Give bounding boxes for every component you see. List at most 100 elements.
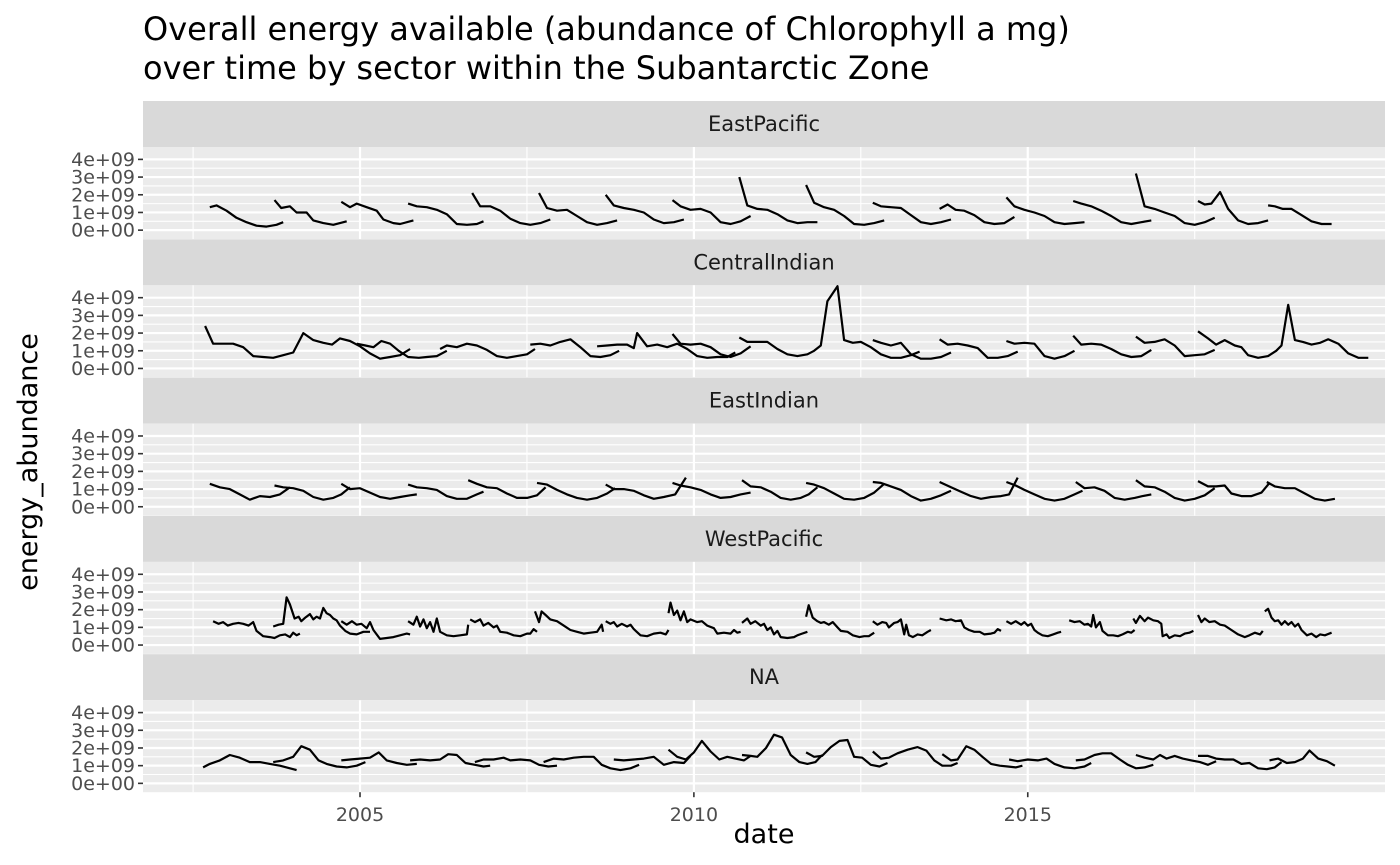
- series-line-segment: [407, 483, 484, 500]
- facet-strip-label: EastPacific: [708, 112, 820, 136]
- series-line-segment: [1068, 613, 1136, 638]
- series-line-segment: [1264, 607, 1332, 639]
- series-line-segment: [805, 604, 875, 639]
- y-tick-label: 2e+09: [71, 323, 135, 345]
- series-line-segment: [1135, 479, 1216, 502]
- y-tick-label: 3e+09: [71, 167, 135, 189]
- y-tick-label: 4e+09: [71, 287, 135, 309]
- y-tick-label: 3e+09: [71, 443, 135, 465]
- series-line-segment: [1134, 173, 1216, 226]
- series-line-segment: [1006, 480, 1083, 502]
- series-line-segment: [805, 481, 885, 501]
- facet-strip: [143, 654, 1385, 701]
- y-tick-label: 2e+09: [71, 461, 135, 483]
- series-line-segment: [273, 199, 347, 226]
- series-line-segment: [1075, 752, 1154, 770]
- series-line-segment: [738, 285, 921, 359]
- series-line-segment: [939, 477, 1019, 500]
- facet-strip: [143, 101, 1385, 147]
- chart-title-line-2: over time by sector within the Subantarc…: [143, 49, 929, 87]
- series-line-segment: [340, 200, 414, 226]
- facet-strip-label: WestPacific: [705, 527, 823, 551]
- series-line-segment: [1072, 199, 1152, 226]
- facet-panel: [143, 561, 1385, 654]
- series-line-segment: [872, 339, 952, 360]
- x-tick-label: 2015: [1004, 804, 1052, 826]
- series-line-segment: [533, 610, 605, 635]
- series-line-segment: [667, 601, 741, 635]
- series-line-segment: [738, 176, 818, 225]
- y-tick-label: 3e+09: [71, 305, 135, 327]
- facet-strip-label: EastIndian: [709, 389, 819, 413]
- y-tick-label: 3e+09: [71, 581, 135, 603]
- series-line-segment: [209, 204, 284, 228]
- x-axis-title: date: [734, 819, 795, 850]
- series-line-segment: [1266, 481, 1336, 502]
- series-line-segment: [741, 617, 808, 640]
- series-line-segment: [941, 745, 1023, 769]
- series-line-segment: [667, 739, 752, 762]
- series-line-segment: [1197, 480, 1271, 498]
- y-tick-label: 1e+09: [71, 479, 135, 501]
- y-tick-label: 4e+09: [71, 702, 135, 724]
- series-line-segment: [407, 615, 470, 638]
- series-line-segment: [273, 745, 366, 769]
- series-line-segment: [474, 756, 558, 768]
- series-line-segment: [872, 618, 932, 639]
- series-line-segment: [1267, 204, 1332, 226]
- y-tick-label: 0e+00: [71, 773, 135, 795]
- series-line-segment: [1197, 614, 1264, 639]
- series-line-segment: [202, 753, 297, 772]
- series-line-segment: [272, 596, 370, 636]
- series-line-segment: [1072, 334, 1152, 359]
- y-tick-label: 4e+09: [71, 149, 135, 171]
- x-axis: 2005 2010 2015: [336, 792, 1052, 826]
- series-line-segment: [1135, 753, 1217, 766]
- series-line-segment: [1132, 614, 1194, 640]
- y-tick-label: 2e+09: [71, 737, 135, 759]
- series-line-segment: [613, 755, 692, 766]
- series-line-segment: [341, 751, 417, 766]
- series-line-segment: [407, 202, 484, 226]
- series-line-segment: [671, 199, 752, 226]
- y-tick-label: 1e+09: [71, 755, 135, 777]
- series-line-segment: [209, 482, 291, 501]
- series-line-segment: [543, 755, 640, 772]
- series-line-segment: [741, 479, 819, 501]
- facet-strip: [143, 515, 1385, 562]
- series-line-segment: [410, 753, 491, 768]
- series-line-segment: [805, 184, 885, 226]
- series-line-segment: [805, 738, 888, 768]
- series-line-segment: [356, 339, 448, 359]
- y-axis-title: energy_abundance: [13, 333, 44, 591]
- y-tick-label: 1e+09: [71, 340, 135, 362]
- series-line-segment: [340, 482, 417, 500]
- series-line-segment: [1005, 620, 1062, 638]
- series-line-segment: [1006, 339, 1076, 360]
- series-line-segment: [597, 332, 736, 359]
- series-line-segment: [536, 481, 616, 501]
- series-line-segment: [872, 480, 952, 502]
- series-line-segment: [1269, 749, 1336, 767]
- series-line-segment: [1075, 481, 1152, 501]
- facet-panel: [143, 423, 1385, 516]
- y-tick-label: 1e+09: [71, 617, 135, 639]
- series-line-segment: [1008, 757, 1092, 770]
- facet-strip-label: NA: [749, 665, 780, 689]
- y-tick-label: 4e+09: [71, 564, 135, 586]
- facet-strip-label: CentralIndian: [693, 250, 834, 274]
- series-line-segment: [605, 477, 687, 500]
- y-tick-label: 2e+09: [71, 184, 135, 206]
- series-line-segment: [938, 338, 1019, 359]
- series-line-segment: [939, 203, 1015, 226]
- series-line-segment: [604, 194, 685, 225]
- series-line-segment: [538, 192, 618, 226]
- series-line-segment: [1198, 754, 1283, 771]
- series-line-segment: [204, 325, 411, 360]
- y-tick-label: 0e+00: [71, 635, 135, 657]
